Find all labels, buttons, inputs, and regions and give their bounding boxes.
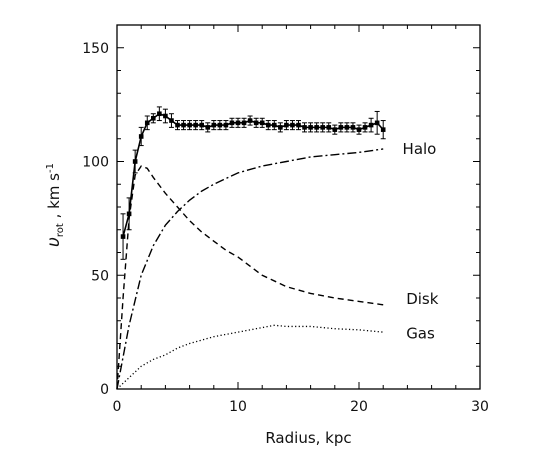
observed-point <box>193 122 198 128</box>
observed-point <box>278 125 283 130</box>
observed-point <box>126 211 132 217</box>
observed-point <box>374 120 380 126</box>
observed-point <box>308 125 313 130</box>
observed-point <box>320 125 325 130</box>
observed-point <box>296 122 301 128</box>
y-tick-label: 50 <box>91 268 109 284</box>
series-layer <box>116 112 384 390</box>
observed-point <box>332 127 338 132</box>
y-axis-label: υrot , km s-1 <box>44 163 66 247</box>
observed-point <box>344 125 350 130</box>
observed-point <box>284 122 289 128</box>
series-label-gas: Gas <box>406 324 435 342</box>
y-tick-label: 100 <box>82 155 109 171</box>
observed-point <box>362 125 368 130</box>
observed-point <box>163 113 168 119</box>
observed-point <box>241 120 247 126</box>
points-layer <box>120 106 386 260</box>
observed-point <box>380 127 386 132</box>
observed-point <box>338 125 344 130</box>
axes-layer <box>116 24 481 390</box>
observed-point <box>350 125 356 130</box>
x-axis-label: Radius, kpc <box>265 429 351 447</box>
observed-curve-line <box>122 112 384 237</box>
observed-point <box>302 125 307 130</box>
observed-point <box>169 118 174 123</box>
observed-point <box>259 120 265 126</box>
curve-gas <box>116 324 384 390</box>
observed-point <box>356 127 362 132</box>
observed-point <box>175 122 180 128</box>
observed-point <box>247 118 253 123</box>
observed-point <box>205 125 211 130</box>
label-layer: 0 10 20 30 0 50 100 150 Radius, kpc υrot , km s-1… <box>44 41 489 447</box>
observed-point <box>217 122 223 128</box>
observed-point <box>314 125 319 130</box>
series-label-disk: Disk <box>406 290 439 308</box>
curve-halo <box>116 148 384 390</box>
observed-point <box>187 122 192 128</box>
observed-point <box>368 122 374 128</box>
observed-point <box>199 122 204 128</box>
curve-disk <box>116 165 384 390</box>
observed-point <box>132 159 138 164</box>
observed-point <box>272 122 277 128</box>
observed-point <box>235 120 241 126</box>
x-tick-label: 30 <box>471 399 489 415</box>
x-tick-label: 0 <box>113 399 122 415</box>
y-tick-label: 0 <box>100 382 109 398</box>
series-label-halo: Halo <box>403 140 437 158</box>
y-tick-label: 150 <box>82 41 109 57</box>
observed-point <box>157 111 162 117</box>
observed-point <box>326 125 332 130</box>
observed-point <box>144 120 150 126</box>
observed-point <box>265 122 271 128</box>
x-tick-label: 10 <box>229 399 247 415</box>
observed-point <box>120 234 126 239</box>
x-tick-label: 20 <box>350 399 368 415</box>
observed-point <box>181 122 186 128</box>
observed-point <box>290 122 295 128</box>
observed-point <box>223 122 229 128</box>
observed-point <box>229 120 235 126</box>
observed-point <box>138 134 144 139</box>
observed-point <box>211 122 217 128</box>
observed-point <box>151 115 156 121</box>
observed-point <box>253 120 259 126</box>
